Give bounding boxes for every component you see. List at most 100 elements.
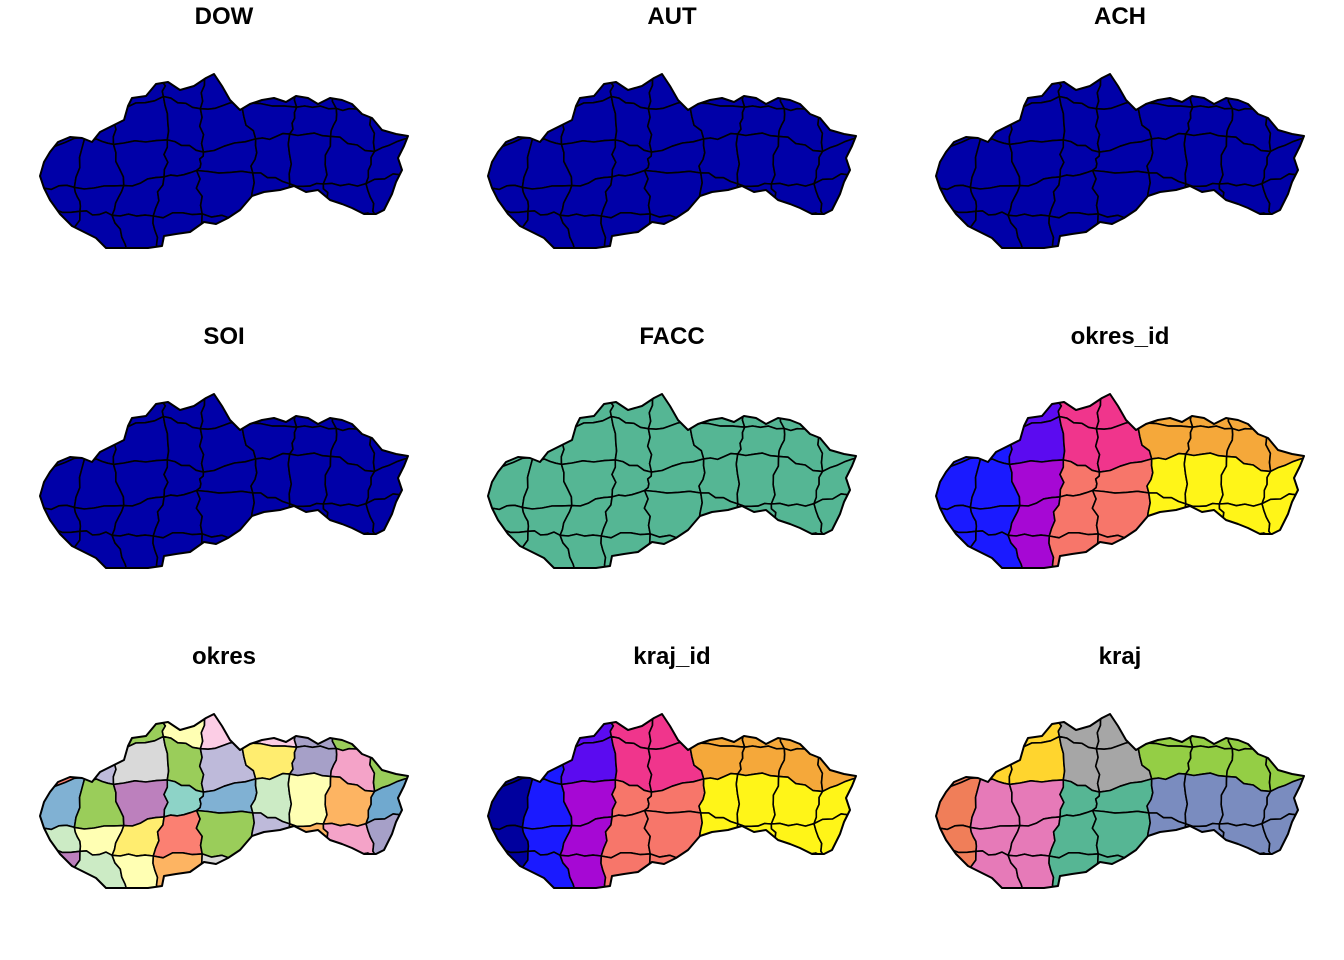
district-polygon bbox=[192, 853, 252, 888]
district-polygon bbox=[681, 532, 743, 568]
district-polygon bbox=[807, 530, 856, 568]
district-polygon bbox=[1129, 852, 1191, 888]
district-polygon bbox=[359, 530, 408, 568]
district-polygon bbox=[362, 74, 408, 116]
district-polygon bbox=[195, 809, 255, 863]
district-polygon bbox=[1129, 212, 1191, 248]
district-polygon bbox=[559, 213, 607, 248]
panel-ach: ACH bbox=[896, 0, 1344, 320]
district-polygon bbox=[967, 714, 1027, 748]
panel-title-okres-id: okres_id bbox=[1070, 323, 1170, 350]
district-polygon bbox=[1183, 452, 1228, 508]
district-polygon bbox=[40, 74, 80, 109]
district-polygon bbox=[359, 210, 408, 248]
district-polygon bbox=[936, 207, 977, 248]
map-kraj bbox=[935, 713, 1305, 889]
district-polygon bbox=[195, 489, 255, 543]
district-polygon bbox=[1184, 745, 1234, 778]
district-polygon bbox=[640, 533, 700, 568]
country-outline bbox=[487, 393, 857, 569]
district-polygon bbox=[488, 714, 528, 749]
panel-okres-id: okres_id bbox=[896, 320, 1344, 640]
panel-title-facc: FACC bbox=[639, 323, 705, 350]
district-polygon bbox=[40, 184, 82, 214]
district-polygon bbox=[1091, 169, 1151, 223]
district-polygon bbox=[362, 394, 408, 436]
district-polygon bbox=[40, 207, 81, 248]
district-polygon bbox=[1183, 132, 1228, 188]
district-polygon bbox=[288, 105, 338, 138]
district-polygon bbox=[287, 132, 332, 188]
district-polygon bbox=[288, 745, 338, 778]
district-polygon bbox=[1255, 850, 1304, 888]
district-polygon bbox=[1007, 533, 1055, 568]
panel-okres: okres bbox=[0, 640, 448, 960]
country-outline bbox=[935, 713, 1305, 889]
districts-okres-id bbox=[936, 394, 1304, 568]
district-polygon bbox=[488, 394, 528, 429]
district-polygon bbox=[40, 824, 82, 854]
map-okres bbox=[39, 713, 409, 889]
district-polygon bbox=[735, 132, 780, 188]
country-outline bbox=[39, 73, 409, 249]
districts-facc bbox=[488, 394, 856, 568]
district-polygon bbox=[1182, 845, 1229, 888]
district-polygon bbox=[287, 772, 332, 828]
district-polygon bbox=[488, 504, 530, 534]
country-outline bbox=[487, 713, 857, 889]
district-polygon bbox=[40, 847, 81, 888]
district-polygon bbox=[1255, 210, 1304, 248]
district-polygon bbox=[643, 489, 703, 543]
district-polygon bbox=[286, 525, 333, 568]
district-polygon bbox=[192, 533, 252, 568]
district-polygon bbox=[1184, 105, 1234, 138]
panel-soi: SOI bbox=[0, 320, 448, 640]
district-polygon bbox=[936, 527, 977, 568]
country-outline bbox=[935, 73, 1305, 249]
district-polygon bbox=[111, 853, 159, 888]
district-polygon bbox=[640, 853, 700, 888]
map-kraj-id bbox=[487, 713, 857, 889]
district-polygon bbox=[936, 184, 978, 214]
panel-facc: FACC bbox=[448, 320, 896, 640]
districts-soi bbox=[40, 394, 408, 568]
district-polygon bbox=[734, 205, 781, 248]
district-polygon bbox=[681, 212, 743, 248]
district-polygon bbox=[643, 809, 703, 863]
districts-aut bbox=[488, 74, 856, 248]
district-polygon bbox=[640, 213, 700, 248]
map-facc bbox=[487, 393, 857, 569]
panel-kraj: kraj bbox=[896, 640, 1344, 960]
panel-title-aut: AUT bbox=[647, 3, 697, 30]
district-polygon bbox=[40, 527, 81, 568]
district-polygon bbox=[807, 850, 856, 888]
district-polygon bbox=[488, 74, 528, 109]
district-polygon bbox=[735, 452, 780, 508]
district-polygon bbox=[71, 74, 131, 108]
district-polygon bbox=[359, 850, 408, 888]
panel-aut: AUT bbox=[448, 0, 896, 320]
district-polygon bbox=[1182, 205, 1229, 248]
district-polygon bbox=[71, 714, 131, 748]
panel-dow: DOW bbox=[0, 0, 448, 320]
country-outline bbox=[487, 73, 857, 249]
district-polygon bbox=[519, 74, 579, 108]
country-outline bbox=[39, 713, 409, 889]
district-polygon bbox=[936, 74, 976, 109]
district-polygon bbox=[1183, 772, 1228, 828]
districts-ach bbox=[936, 74, 1304, 248]
panel-kraj-id: kraj_id bbox=[448, 640, 896, 960]
district-polygon bbox=[40, 714, 80, 749]
district-polygon bbox=[233, 852, 295, 888]
district-polygon bbox=[559, 853, 607, 888]
district-polygon bbox=[1255, 530, 1304, 568]
map-okres-id bbox=[935, 393, 1305, 569]
district-polygon bbox=[1091, 809, 1151, 863]
districts-dow bbox=[40, 74, 408, 248]
district-polygon bbox=[643, 169, 703, 223]
district-polygon bbox=[1088, 213, 1148, 248]
district-polygon bbox=[288, 425, 338, 458]
map-dow bbox=[39, 73, 409, 249]
panel-title-okres: okres bbox=[191, 643, 257, 670]
